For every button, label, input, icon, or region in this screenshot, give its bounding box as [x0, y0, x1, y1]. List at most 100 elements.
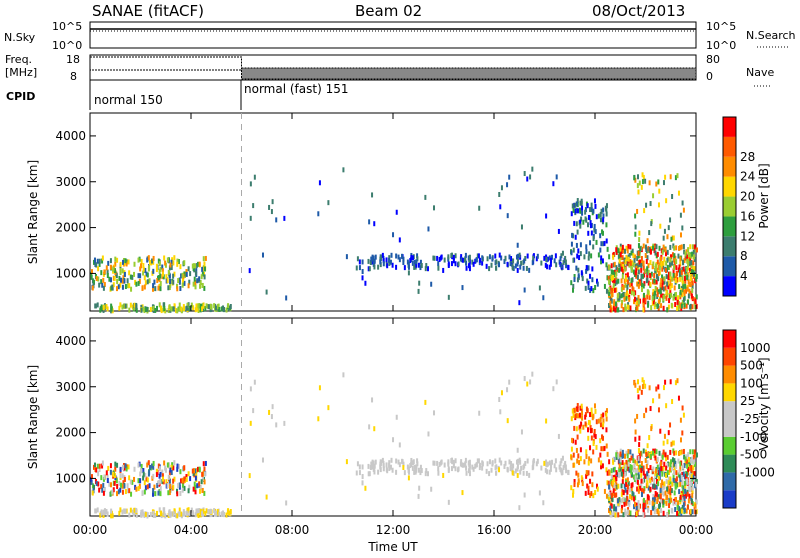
power-pixel — [151, 258, 154, 264]
power-pixel — [498, 252, 501, 258]
velocity-pixel — [608, 484, 611, 490]
velocity-pixel — [637, 504, 640, 510]
velocity-pixel — [579, 405, 582, 411]
power-pixel — [191, 263, 194, 269]
power-pixel — [135, 302, 138, 308]
power-pixel — [121, 278, 124, 284]
power-pixel — [468, 254, 471, 260]
power-pixel — [653, 245, 656, 251]
velocity-pixel — [622, 469, 625, 475]
power-pixel — [116, 278, 119, 284]
velocity-pixel — [646, 471, 649, 477]
velocity-pixel — [635, 511, 638, 517]
velocity-pixel — [685, 508, 688, 514]
velocity-colorbar-swatch — [723, 330, 736, 348]
power-pixel — [506, 182, 509, 188]
velocity-pixel — [671, 481, 674, 487]
power-pixel — [579, 251, 582, 257]
power-pixel — [587, 222, 590, 228]
velocity-pixel — [142, 511, 145, 517]
velocity-pixel — [114, 461, 117, 467]
velocity-pixel — [129, 479, 132, 485]
power-pixel — [634, 290, 637, 296]
velocity-pixel — [545, 418, 548, 424]
velocity-pixel — [665, 403, 668, 409]
velocity-pixel — [485, 468, 488, 474]
velocity-pixel — [481, 460, 484, 466]
power-pixel — [649, 201, 652, 207]
power-pixel — [661, 285, 664, 291]
velocity-pixel — [183, 465, 186, 471]
velocity-pixel — [554, 458, 557, 464]
power-pixel — [433, 205, 436, 211]
velocity-colorbar-tick: -100 — [740, 430, 767, 444]
velocity-pixel — [636, 388, 639, 394]
velocity-pixel — [605, 467, 608, 473]
velocity-pixel — [570, 446, 573, 452]
power-pixel — [119, 282, 122, 288]
velocity-pixel — [673, 480, 676, 486]
velocity-pixel — [472, 466, 475, 472]
power-pixel — [589, 273, 592, 279]
power-pixel — [587, 230, 590, 236]
velocity-pixel — [203, 466, 206, 472]
velocity-pixel — [152, 488, 155, 494]
velocity-pixel — [682, 489, 685, 495]
power-pixel — [176, 283, 179, 289]
velocity-pixel — [524, 460, 527, 466]
velocity-pixel — [143, 489, 146, 495]
velocity-pixel — [181, 477, 184, 483]
velocity-pixel — [268, 409, 271, 415]
velocity-pixel — [587, 460, 590, 466]
velocity-pixel — [203, 471, 206, 477]
velocity-pixel — [589, 478, 592, 484]
power-pixel — [345, 254, 348, 260]
velocity-pixel — [119, 472, 122, 478]
power-pixel — [573, 202, 576, 208]
velocity-pixel — [173, 508, 176, 514]
power-pixel — [100, 270, 103, 276]
velocity-pixel — [465, 470, 468, 476]
velocity-pixel — [201, 471, 204, 477]
power-pixel — [639, 298, 642, 304]
velocity-pixel — [271, 404, 274, 410]
velocity-pixel — [564, 460, 567, 466]
velocity-pixel — [625, 465, 628, 471]
power-pixel — [639, 259, 642, 265]
velocity-pixel — [395, 458, 398, 464]
power-pixel — [688, 288, 691, 294]
power-pixel — [268, 204, 271, 210]
power-pixel — [374, 254, 377, 260]
power-pixel — [531, 260, 534, 266]
power-pixel — [137, 280, 140, 286]
velocity-pixel — [618, 472, 621, 478]
velocity-pixel — [170, 464, 173, 470]
power-pixel — [185, 305, 188, 311]
power-pixel — [684, 251, 687, 257]
power-pixel — [642, 174, 645, 180]
velocity-pixel — [652, 450, 655, 456]
power-pixel — [622, 264, 625, 270]
power-pixel — [407, 264, 410, 270]
velocity-pixel — [660, 466, 663, 472]
velocity-pixel — [209, 508, 212, 514]
velocity-pixel — [133, 466, 136, 472]
velocity-pixel — [518, 505, 521, 511]
velocity-pixel — [532, 460, 535, 466]
velocity-pixel — [687, 470, 690, 476]
velocity-pixel — [694, 509, 697, 515]
power-pixel — [249, 215, 252, 221]
power-pixel — [624, 259, 627, 265]
velocity-pixel — [109, 463, 112, 469]
power-pixel — [500, 255, 503, 261]
velocity-pixel — [605, 411, 608, 417]
velocity-pixel — [214, 510, 217, 516]
velocity-pixel — [125, 508, 128, 514]
power-pixel — [609, 304, 612, 310]
power-pixel — [590, 230, 593, 236]
velocity-pixel — [639, 503, 642, 509]
power-pixel — [610, 263, 613, 269]
power-pixel — [130, 286, 133, 292]
power-pixel — [627, 276, 630, 282]
power-pixel — [644, 268, 647, 274]
